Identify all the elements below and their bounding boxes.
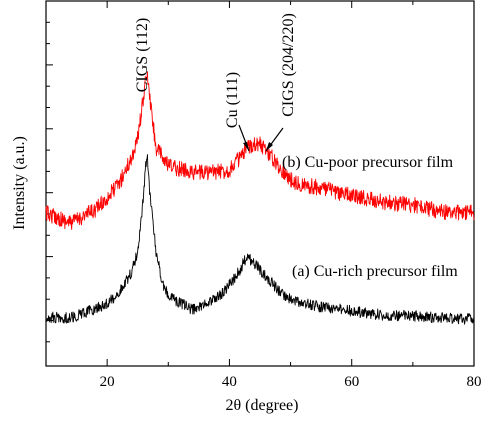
arrow-cigs204-head bbox=[266, 142, 273, 151]
x-tick-label: 20 bbox=[100, 374, 115, 390]
series-line-cu-poor bbox=[45, 71, 475, 230]
arrow-cu111-head bbox=[243, 142, 249, 151]
plot-frame bbox=[45, 0, 475, 367]
x-tick-label: 80 bbox=[467, 374, 482, 390]
annotation-cigs112: CIGS (112) bbox=[134, 18, 151, 93]
x-tick-label: 60 bbox=[344, 374, 359, 390]
annotations-layer bbox=[238, 124, 284, 152]
x-axis-label: 2θ (degree) bbox=[226, 397, 299, 414]
ticks-layer: 20 40 60 80 bbox=[45, 1, 482, 390]
series-line-cu-rich bbox=[45, 154, 475, 325]
legend-series-a: (a) Cu-rich precursor film bbox=[292, 263, 458, 280]
annotation-cigs204-220: CIGS (204/220) bbox=[280, 13, 297, 117]
legend-series-b: (b) Cu-poor precursor film bbox=[282, 154, 454, 171]
x-tick-label: 40 bbox=[222, 374, 237, 390]
y-axis-label: Intensity (a.u.) bbox=[11, 136, 28, 230]
annotation-cu111: Cu (111) bbox=[224, 72, 241, 128]
series-layer bbox=[45, 71, 475, 325]
